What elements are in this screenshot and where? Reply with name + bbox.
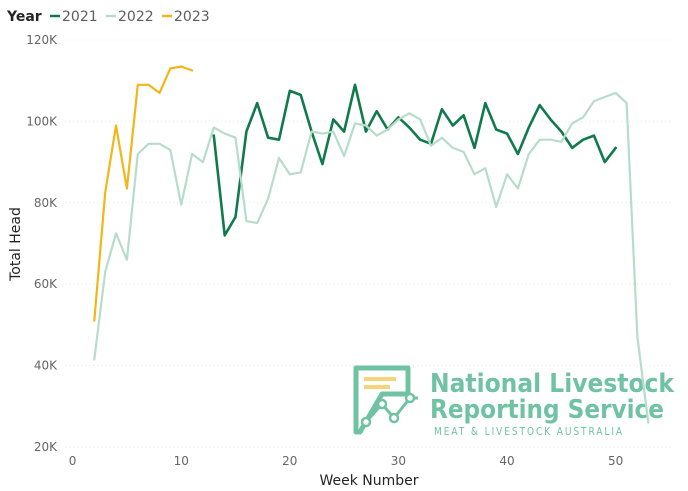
y-tick-label: 80K [34, 196, 58, 210]
x-tick-label: 40 [499, 454, 514, 468]
watermark-line1: National Livestock [430, 369, 675, 399]
legend-label: 2023 [174, 9, 210, 25]
series-line-2022 [93, 91, 650, 424]
nlrs-watermark: National Livestock Reporting Service MEA… [353, 365, 675, 438]
gridlines [65, 39, 670, 448]
x-axis-title: Week Number [319, 473, 418, 489]
x-axis: 0 10 20 30 40 50 [69, 454, 624, 468]
y-tick-label: 40K [34, 359, 58, 373]
x-tick-label: 50 [608, 454, 623, 468]
nlrs-logo-icon [353, 365, 418, 435]
series-group [93, 65, 650, 424]
legend-item-2021[interactable]: 2021 [50, 9, 98, 25]
legend-label: 2021 [62, 9, 98, 25]
legend: Year 2021 2022 2023 [6, 9, 210, 25]
y-axis: 20K 40K 60K 80K 100K 120K [26, 33, 58, 454]
y-tick-label: 60K [34, 277, 58, 291]
y-axis-title: Total Head [8, 207, 24, 282]
series-line-2023 [93, 65, 194, 322]
legend-item-2023[interactable]: 2023 [162, 9, 210, 25]
watermark-line2: Reporting Service [430, 395, 664, 425]
watermark-subtitle: MEAT & LIVESTOCK AUSTRALIA [434, 426, 624, 438]
y-tick-label: 20K [34, 440, 58, 454]
legend-label: 2022 [118, 9, 154, 25]
y-tick-label: 120K [26, 33, 58, 47]
series-2023 [93, 65, 194, 322]
series-2022 [93, 91, 650, 424]
legend-title: Year [6, 9, 42, 25]
legend-item-2022[interactable]: 2022 [106, 9, 154, 25]
series-2021 [212, 83, 618, 237]
series-line-2021 [212, 83, 618, 237]
y-tick-label: 100K [26, 114, 58, 128]
x-tick-label: 20 [282, 454, 297, 468]
x-tick-label: 0 [69, 454, 77, 468]
x-tick-label: 10 [174, 454, 189, 468]
x-tick-label: 30 [391, 454, 406, 468]
